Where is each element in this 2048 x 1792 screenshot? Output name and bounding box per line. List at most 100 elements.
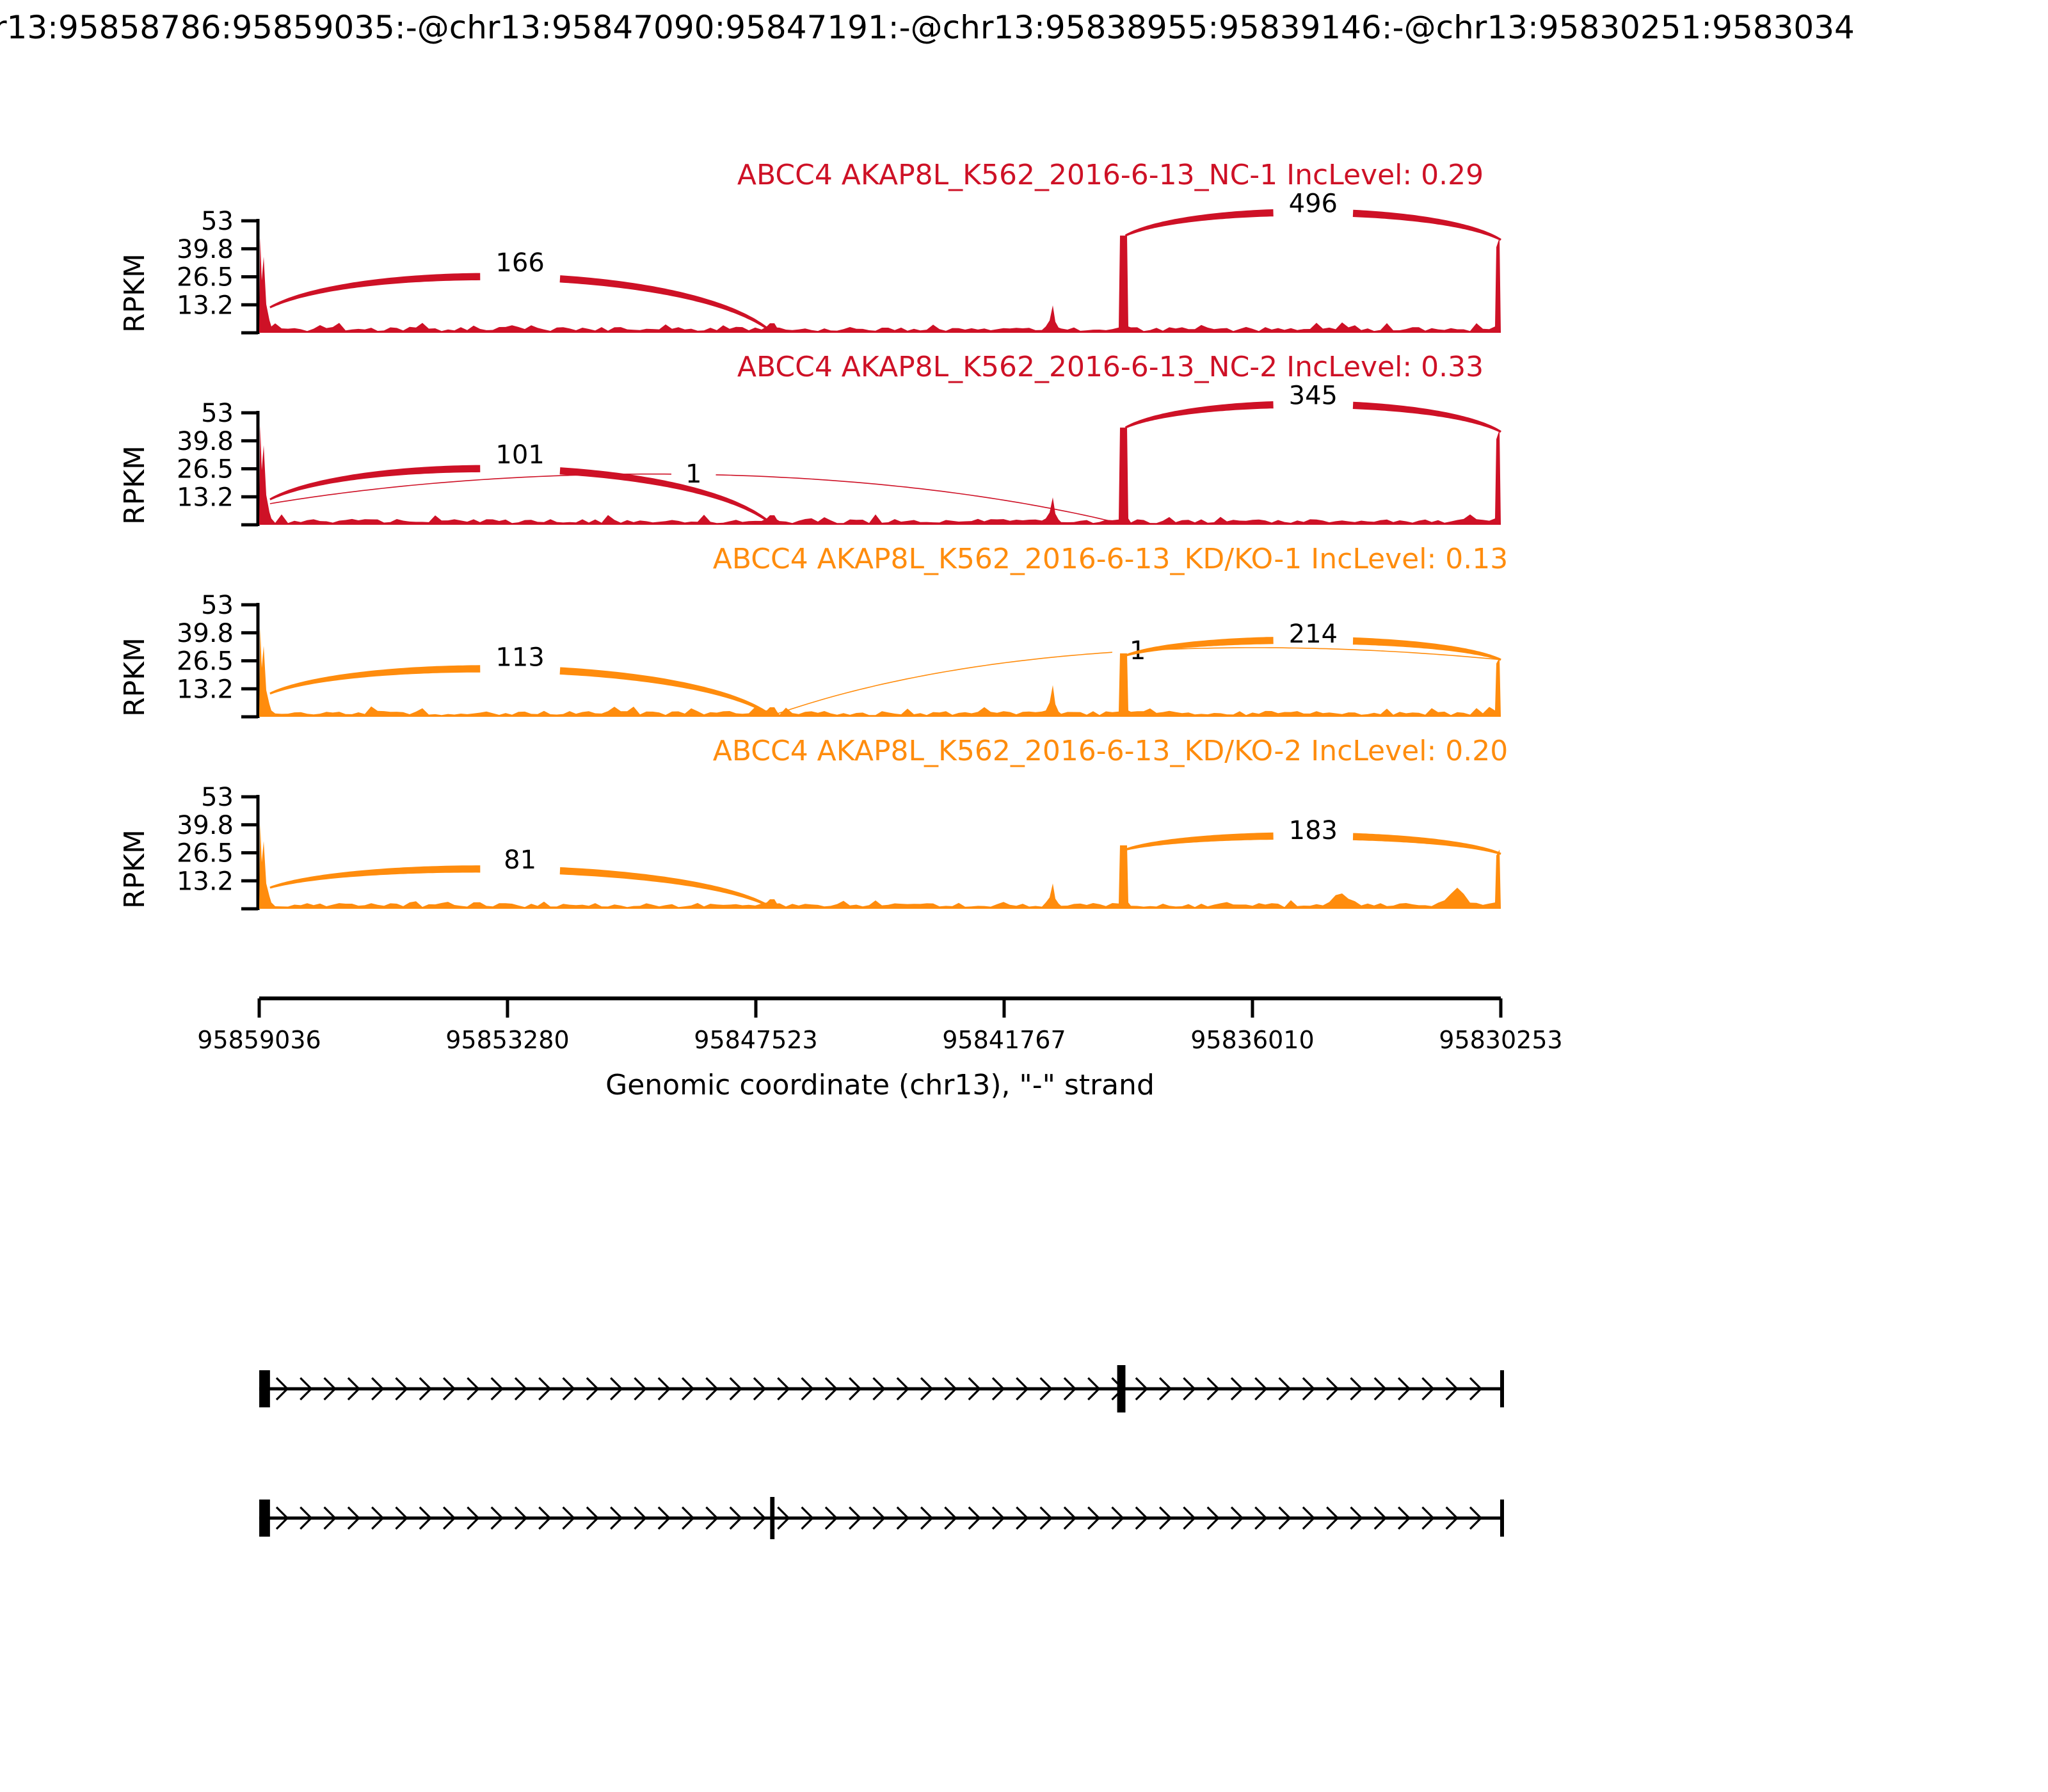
junction-arc [559,667,771,716]
junction-count-label: 101 [495,440,544,470]
x-axis-tick-label: 95836010 [1190,1026,1314,1054]
y-axis-title: RPKM [118,445,151,525]
strand-direction-chevron [371,1377,385,1401]
strand-direction-chevron [968,1506,981,1530]
x-axis-tick-label: 95847523 [694,1026,817,1054]
y-axis-tick-label: 13.2 [177,867,234,896]
strand-direction-chevron [490,1377,504,1401]
junction-arc [1352,637,1501,661]
strand-direction-chevron [777,1506,790,1530]
exon-block [259,1500,270,1537]
junction-count-label: 214 [1289,620,1338,649]
strand-direction-chevron [300,1377,313,1401]
strand-direction-chevron [1087,1506,1101,1530]
junction-arc [1352,209,1501,241]
y-axis-tick-label: 39.8 [177,811,234,840]
y-axis-tick-label: 26.5 [177,263,234,292]
isoform-1-inclusion-exon-b [259,1365,1504,1412]
junction-count-label: 166 [495,248,544,278]
strand-direction-chevron [562,1377,575,1401]
junction-arc [269,665,481,695]
strand-direction-chevron [896,1377,910,1401]
strand-direction-chevron [1397,1506,1411,1530]
junction-arc-thin [1163,647,1501,660]
y-axis-tick-label: 39.8 [177,427,234,456]
strand-direction-chevron [275,1506,289,1530]
coverage-area [259,236,1501,333]
strand-direction-chevron [395,1506,408,1530]
strand-direction-chevron [729,1506,742,1530]
strand-direction-chevron [371,1506,385,1530]
y-axis-tick-label: 39.8 [177,619,234,648]
x-axis-tick-label: 95841767 [942,1026,1066,1054]
strand-direction-chevron [395,1377,408,1401]
exon-block [770,1497,775,1539]
strand-direction-chevron [705,1377,719,1401]
y-axis-tick-label: 26.5 [177,839,234,868]
strand-direction-chevron [1158,1377,1172,1401]
junction-arc [1125,832,1274,851]
y-axis-title: RPKM [118,253,151,333]
junction-count-label: 496 [1289,189,1338,219]
track-label: ABCC4 AKAP8L_K562_2016-6-13_KD/KO-1 IncL… [713,543,1508,575]
strand-direction-chevron [1087,1377,1101,1401]
strand-direction-chevron [681,1377,695,1401]
junction-arc [559,867,771,908]
junction-arc [1352,833,1501,855]
strand-direction-chevron [1302,1506,1316,1530]
strand-direction-chevron [467,1506,480,1530]
strand-direction-chevron [300,1506,313,1530]
strand-direction-chevron [753,1377,767,1401]
junction-count-label: 183 [1289,816,1338,845]
strand-direction-chevron [347,1377,361,1401]
strand-direction-chevron [801,1377,814,1401]
y-axis-tick-label: 53 [201,591,234,620]
strand-direction-chevron [610,1377,623,1401]
strand-direction-chevron [872,1377,886,1401]
strand-direction-chevron [1183,1377,1196,1401]
strand-direction-chevron [1254,1377,1268,1401]
strand-direction-chevron [753,1506,767,1530]
junction-arc-thin [774,652,1112,716]
x-axis-tick-label: 95853280 [445,1026,569,1054]
strand-direction-chevron [562,1506,575,1530]
junction-arc-thin [269,473,672,504]
strand-direction-chevron [1063,1506,1077,1530]
strand-direction-chevron [1039,1506,1053,1530]
strand-direction-chevron [1373,1506,1388,1530]
strand-direction-chevron [514,1377,528,1401]
strand-direction-chevron [729,1377,742,1401]
y-axis-tick-label: 26.5 [177,647,234,676]
strand-direction-chevron [1063,1377,1077,1401]
junction-arc [559,467,771,524]
strand-direction-chevron [1230,1377,1244,1401]
strand-direction-chevron [824,1506,838,1530]
track-1: RPKM 13.226.539.853 ABCC4 AKAP8L_K562_2016… [118,159,1501,335]
strand-direction-chevron [1278,1506,1292,1530]
y-axis-tick-label: 53 [201,207,234,236]
track-4: RPKM 13.226.539.853 ABCC4 AKAP8L_K562_2016… [118,735,1508,911]
strand-direction-chevron [1135,1377,1149,1401]
strand-direction-chevron [323,1506,337,1530]
strand-direction-chevron [657,1377,671,1401]
strand-direction-chevron [610,1506,623,1530]
strand-direction-chevron [1039,1377,1053,1401]
strand-direction-chevron [849,1506,862,1530]
junction-arc [1125,637,1274,657]
strand-direction-chevron [944,1506,957,1530]
strand-direction-chevron [991,1506,1005,1530]
junction-arc [269,865,481,889]
y-axis-tick-label: 13.2 [177,675,234,704]
coverage-area [259,425,1501,525]
junction-count-label: 81 [504,845,536,875]
exon-block [259,1370,270,1407]
strand-direction-chevron [586,1377,600,1401]
strand-direction-chevron [1397,1377,1411,1401]
exon-end-bar [1500,1370,1504,1407]
junction-arc [269,273,481,308]
junction-count-label: 345 [1289,381,1338,411]
strand-direction-chevron [681,1506,695,1530]
strand-direction-chevron [801,1506,814,1530]
